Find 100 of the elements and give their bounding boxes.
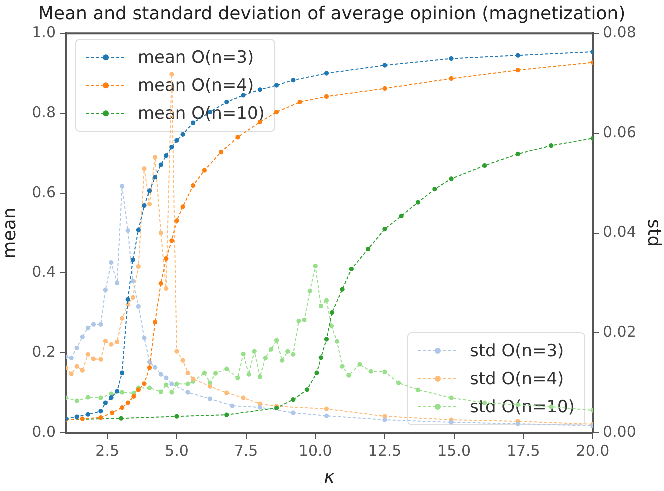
x-tick-label: 12.5 [368,442,402,460]
point [147,366,152,370]
point [449,76,454,82]
point [324,414,330,418]
point [449,56,454,62]
point [86,395,90,400]
point [296,318,302,324]
legend-label: std O(n=4) [470,369,564,390]
y2-tick-label: 0.04 [603,223,636,242]
point [80,368,85,373]
point [142,336,147,340]
point [142,203,147,208]
point [170,238,174,244]
legend-label: mean O(n=3) [138,48,254,68]
point [80,416,85,422]
point [86,352,90,357]
point [130,278,136,284]
point [186,382,190,386]
point [382,86,388,92]
point [416,388,421,392]
point [241,352,246,356]
legend-label: std O(n=3) [470,341,564,362]
point [103,338,108,344]
point [98,409,104,414]
x-tick-label: 10.0 [298,442,332,460]
point [153,155,158,160]
point [291,398,296,402]
point [115,389,120,394]
point [230,404,235,408]
point [158,281,164,286]
legend-label: mean O(n=4) [138,76,254,96]
point [224,366,230,372]
point [170,382,174,386]
point [69,372,74,376]
point [258,405,262,410]
point [324,71,330,76]
point [120,370,125,376]
point [136,304,141,309]
point [132,394,136,399]
point [286,349,290,354]
point [329,324,334,328]
point [224,390,230,396]
point [208,384,213,389]
y-tick-label: 0.4 [32,263,56,282]
point [382,418,388,422]
y2-tick-label: 0.08 [603,23,636,42]
point [416,200,421,205]
point [280,358,285,363]
point [164,256,169,262]
point [120,184,125,189]
point [153,320,158,325]
point [147,386,152,390]
point [236,135,240,140]
point [241,396,246,400]
point [164,154,169,158]
point [314,370,320,376]
point [516,152,520,157]
x-tick-label: 7.5 [234,442,258,460]
point [174,349,180,354]
point [103,400,108,406]
point [126,297,130,302]
y2-tick-label: 0.06 [603,123,636,142]
point [180,358,186,363]
point [324,406,330,412]
point [382,370,388,374]
point [119,416,124,421]
point [158,372,164,377]
point [110,410,115,416]
point [399,214,404,218]
line-series [66,136,593,422]
point [164,376,169,380]
point [330,310,335,316]
point [224,412,230,418]
point [516,422,520,426]
point [449,396,454,400]
chart-title: Mean and standard deviation of average opinion (magnetization) [38,3,626,24]
point [91,356,96,362]
point [258,88,262,92]
point [158,231,164,236]
point [86,326,90,330]
point [224,100,230,105]
point [202,168,207,173]
point [147,202,152,207]
point [366,246,371,252]
point [202,370,207,376]
point [158,162,164,168]
point [258,374,262,380]
point [318,304,324,308]
point [236,376,240,380]
point [516,68,520,73]
point [126,400,130,406]
point [291,410,296,416]
point [268,347,274,352]
point [86,412,90,417]
point [170,145,174,150]
point [180,204,186,210]
point [191,183,196,188]
point [396,380,402,386]
point [241,93,246,98]
point [449,176,454,182]
